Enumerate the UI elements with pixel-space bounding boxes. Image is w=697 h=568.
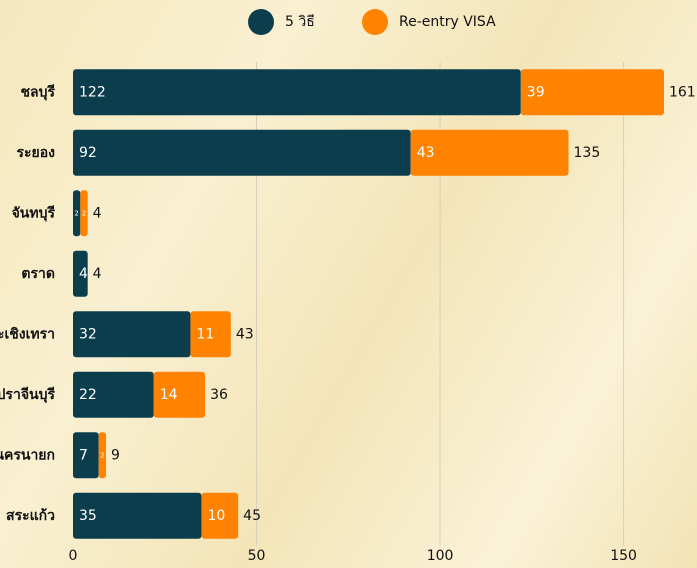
y-tick-label: จันทบุรี xyxy=(12,205,56,221)
legend-swatch xyxy=(362,9,388,35)
bar-segment xyxy=(190,311,231,358)
bar-segment xyxy=(73,129,411,176)
y-tick-label: สระแก้ว xyxy=(6,508,55,524)
bar-value-label: 32 xyxy=(79,326,97,342)
bar-value-label: 92 xyxy=(79,145,97,161)
legend-label: 5 วิธี xyxy=(285,14,315,30)
bar-segment xyxy=(73,432,99,479)
bar-value-label: 2 xyxy=(82,209,86,217)
x-tick-label: 100 xyxy=(427,548,454,564)
total-label: 161 xyxy=(669,84,696,100)
legend-swatch xyxy=(248,9,274,35)
bar-segment xyxy=(73,250,88,297)
bar-segment xyxy=(73,492,202,539)
bar-value-label: 43 xyxy=(417,145,435,161)
bar-value-label: 2 xyxy=(100,451,104,459)
bar-segment xyxy=(73,69,521,116)
bar-value-label: 11 xyxy=(196,326,214,342)
bar-segment xyxy=(410,129,569,176)
total-label: 36 xyxy=(210,387,228,403)
y-tick-label: ระยอง xyxy=(17,145,56,161)
bar-segment xyxy=(153,371,206,418)
bar-segment xyxy=(80,190,88,237)
bar-value-label: 2 xyxy=(74,209,78,217)
y-tick-label: ฉะเชิงเทรา xyxy=(0,326,55,342)
bar-value-label: 122 xyxy=(79,84,106,100)
bar-value-label: 7 xyxy=(79,447,88,463)
bar-value-label: 14 xyxy=(160,387,178,403)
bar-segment xyxy=(73,371,154,418)
x-tick-label: 0 xyxy=(69,548,78,564)
total-label: 9 xyxy=(111,447,120,463)
bar-value-label: 10 xyxy=(207,508,225,524)
bar-value-label: 22 xyxy=(79,387,97,403)
bar-segment xyxy=(520,69,664,116)
bar-segment xyxy=(98,432,107,479)
total-label: 4 xyxy=(93,266,102,282)
y-tick-label: นครนายก xyxy=(0,447,55,463)
y-tick-label: ปราจีนบุรี xyxy=(0,387,55,403)
x-tick-label: 150 xyxy=(610,548,637,564)
total-label: 135 xyxy=(574,145,601,161)
bar-value-label: 35 xyxy=(79,508,97,524)
x-tick-label: 50 xyxy=(248,548,266,564)
y-tick-label: ตราด xyxy=(21,266,55,282)
bar-value-label: 4 xyxy=(79,266,88,282)
bar-segment xyxy=(201,492,239,539)
total-label: 45 xyxy=(243,508,261,524)
legend-label: Re-entry VISA xyxy=(399,14,496,30)
bar-segment xyxy=(73,190,81,237)
bar-segment xyxy=(73,311,191,358)
total-label: 43 xyxy=(236,326,254,342)
bar-value-label: 39 xyxy=(527,84,545,100)
y-tick-label: ชลบุรี xyxy=(21,84,56,100)
total-label: 4 xyxy=(93,205,102,221)
